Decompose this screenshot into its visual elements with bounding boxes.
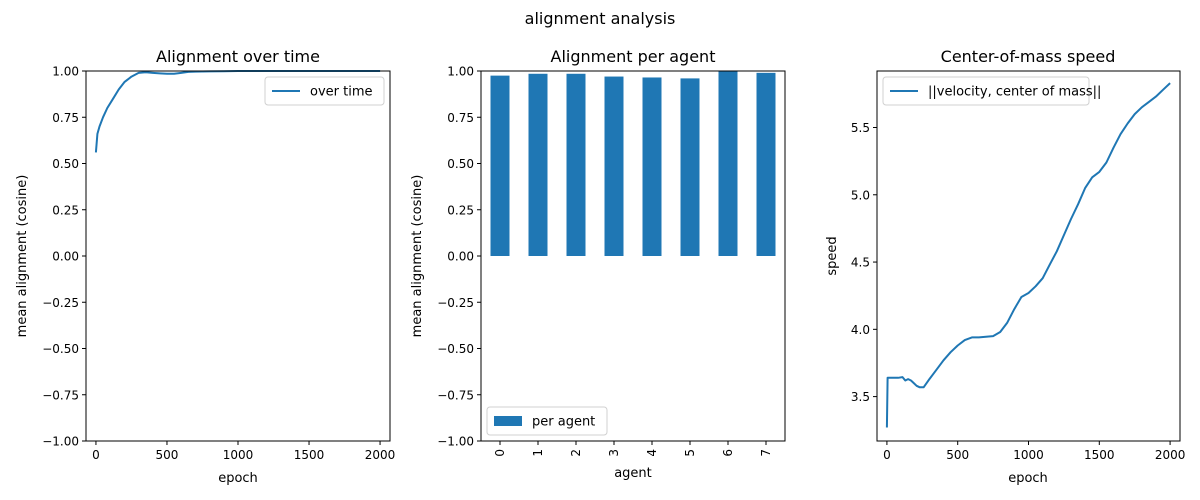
panel-alignment-over-time: Alignment over time epoch mean alignment… [15,47,395,486]
bar-agent-2 [566,73,586,257]
chart-title: Center-of-mass speed [941,47,1116,66]
bar-agent-0 [490,75,510,256]
y-axis-label: speed [825,236,840,275]
x-tick-label: 2 [569,449,583,457]
bar-agent-6 [718,71,738,256]
y-tick-label: −0.75 [437,388,474,402]
x-tick-label: 2000 [365,448,396,462]
y-tick-label: −0.75 [42,388,79,402]
y-tick-label: −1.00 [437,435,474,449]
y-tick-label: −0.25 [42,296,79,310]
y-tick-label: −0.50 [437,342,474,356]
y-tick-label: 0.25 [52,203,79,217]
legend-box [264,76,385,106]
bar-agent-3 [604,76,624,256]
legend-box [486,406,608,436]
axes-frame [876,70,1181,442]
y-tick-label: 0.50 [447,157,474,171]
axes-frame [480,70,786,442]
x-tick-label: 6 [721,449,735,457]
panel-center-of-mass-speed: Center-of-mass speed epoch speed 3.5 4.0 4… [825,47,1185,486]
y-tick-label: 5.5 [851,121,870,135]
panel-alignment-per-agent: Alignment per agent agent mean alignment… [410,47,786,481]
x-tick-label: 0 [92,448,100,462]
y-tick-label: 0.25 [447,203,474,217]
x-tick-label: 1500 [294,448,325,462]
axes-frame [85,70,391,442]
x-tick-label: 4 [645,449,659,457]
x-tick-label: 500 [156,448,179,462]
y-tick-label: 0.75 [447,111,474,125]
bar-agent-1 [528,73,548,257]
y-tick-label: 4.5 [851,256,870,270]
y-tick-label: 1.00 [447,65,474,79]
x-tick-label: 0 [493,449,507,457]
x-tick-label: 5 [683,449,697,457]
x-tick-label: 2000 [1155,448,1186,462]
bar-agent-4 [642,77,662,256]
y-tick-label: −0.25 [437,296,474,310]
bar-agent-7 [756,72,776,256]
chart-title: Alignment per agent [551,47,716,66]
y-tick-label: −0.50 [42,342,79,356]
x-tick-label: 3 [607,449,621,457]
y-tick-label: 4.0 [851,323,870,337]
x-tick-label: 1500 [1084,448,1115,462]
y-tick-label: 5.0 [851,188,870,202]
legend-box [882,76,1090,106]
y-tick-label: 0.00 [447,250,474,264]
legend-label: per agent [532,415,595,430]
series-line-com-speed [885,82,1171,428]
y-tick-label: 0.75 [52,111,79,125]
x-tick-label: 1 [531,449,545,457]
y-axis-label: mean alignment (cosine) [410,175,425,338]
chart-title: Alignment over time [156,47,320,66]
x-axis-label: epoch [218,471,258,486]
suptitle: alignment analysis [525,9,676,28]
x-axis-label: epoch [1008,471,1048,486]
x-tick-label: 0 [883,448,891,462]
x-tick-label: 1000 [223,448,254,462]
y-tick-label: 1.00 [52,65,79,79]
x-tick-label: 1000 [1013,448,1044,462]
x-axis-label: agent [614,466,652,481]
y-axis-label: mean alignment (cosine) [15,175,30,338]
x-tick-label: 500 [946,448,969,462]
y-tick-label: 0.50 [52,157,79,171]
y-tick-label: 3.5 [851,390,870,404]
x-tick-label: 7 [759,449,773,457]
legend-label: over time [310,85,373,100]
legend-label: ||velocity, center of mass|| [928,85,1101,100]
y-tick-label: −1.00 [42,435,79,449]
legend-swatch [494,416,522,426]
bar-agent-5 [680,78,700,257]
y-tick-label: 0.00 [52,250,79,264]
